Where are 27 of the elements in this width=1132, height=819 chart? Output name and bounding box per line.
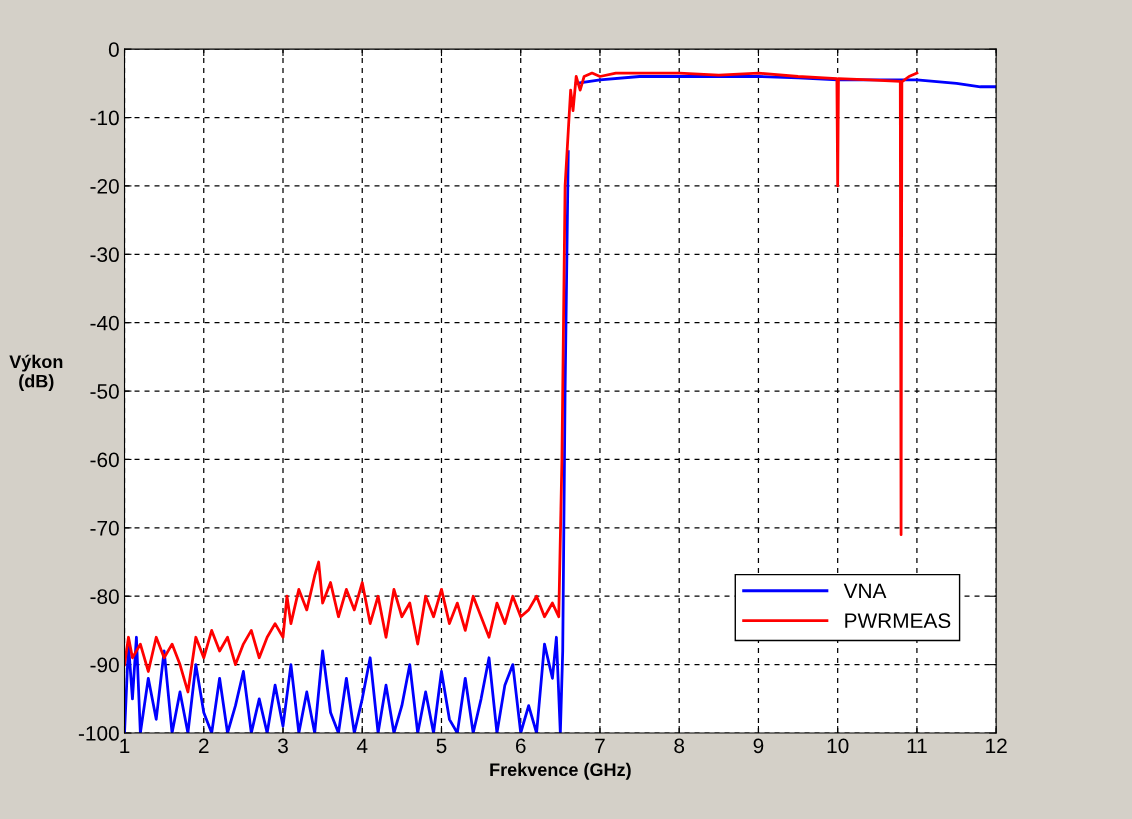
y-tick-label: 0 bbox=[108, 42, 119, 57]
x-tick-label: 4 bbox=[356, 738, 368, 753]
x-tick-label: 1 bbox=[120, 738, 130, 753]
x-tick-label: 6 bbox=[515, 738, 526, 754]
y-tick-label: -90 bbox=[90, 657, 119, 673]
y-tick-label: -70 bbox=[90, 520, 119, 536]
x-tick-label: 12 bbox=[986, 738, 1007, 753]
y-tick-label: -60 bbox=[90, 452, 119, 468]
y-tick-label: -80 bbox=[90, 589, 119, 604]
y-tick-label: -10 bbox=[90, 110, 119, 126]
x-axis-title: Frekvence (GHz) bbox=[490, 762, 631, 780]
y-tick-label: -20 bbox=[90, 178, 119, 194]
x-tick-label: 10 bbox=[827, 738, 849, 754]
x-tick-label: 5 bbox=[436, 738, 447, 754]
y-tick-label: -100 bbox=[78, 726, 119, 741]
y-tick-label: -50 bbox=[90, 384, 119, 399]
x-tick-label: 9 bbox=[753, 738, 764, 754]
x-tick-label: 8 bbox=[674, 738, 685, 754]
x-tick-label: 7 bbox=[595, 738, 605, 753]
y-tick-label: -30 bbox=[90, 247, 119, 263]
x-tick-label: 3 bbox=[278, 738, 288, 754]
x-tick-label: 2 bbox=[199, 738, 209, 753]
y-axis-title: Výkon (dB) bbox=[9, 354, 63, 392]
legend-label: PWRMEAS bbox=[845, 613, 951, 629]
y-tick-label: -40 bbox=[90, 315, 119, 331]
x-tick-label: 11 bbox=[907, 738, 927, 753]
legend-label: VNA bbox=[843, 583, 887, 599]
